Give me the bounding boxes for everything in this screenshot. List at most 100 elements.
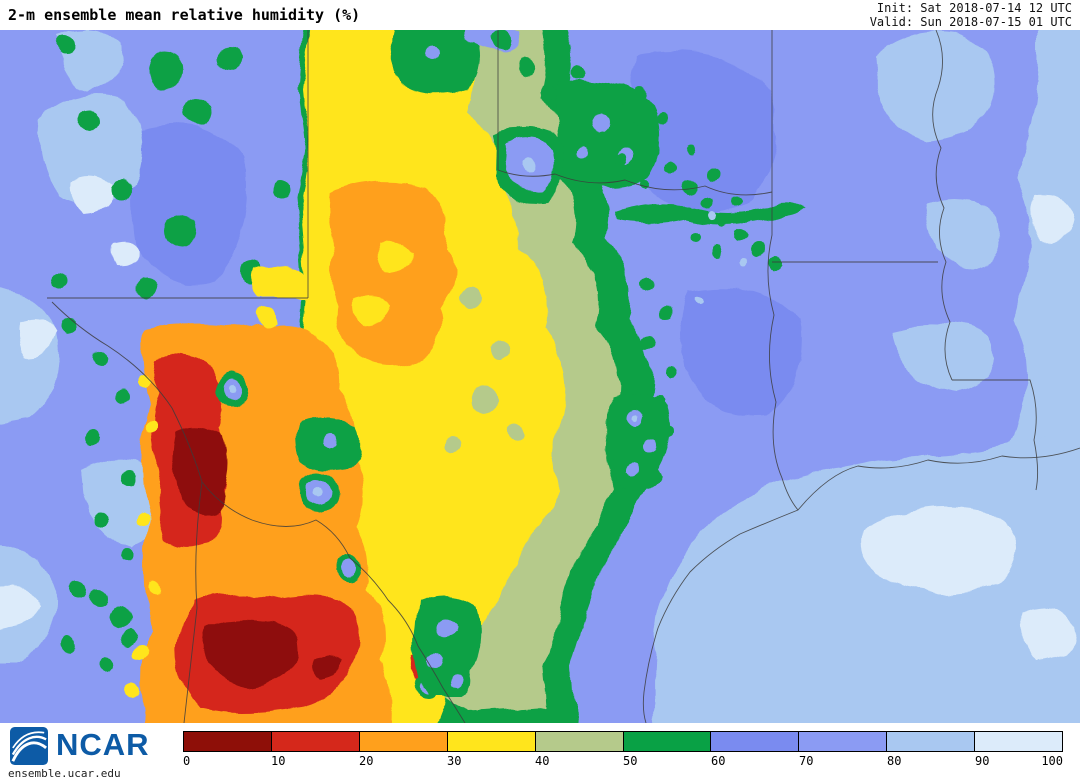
- map-borders: [47, 30, 1080, 723]
- rh-region: [131, 279, 153, 301]
- rh-region: [696, 296, 704, 304]
- rh-region: [147, 52, 183, 88]
- rh-region: [751, 243, 765, 257]
- rh-region: [147, 582, 159, 594]
- rh-region: [96, 510, 112, 526]
- rh-region: [444, 434, 460, 450]
- ncar-logo-icon: [10, 727, 48, 765]
- rh-region: [864, 507, 1018, 593]
- rh-region: [653, 424, 1080, 723]
- rh-region: [0, 586, 38, 630]
- colorbar-segment-50-60: [622, 732, 711, 751]
- rh-region: [589, 113, 607, 131]
- colorbar-segment-30-40: [446, 732, 535, 751]
- rh-region: [1021, 609, 1075, 658]
- rh-region: [490, 30, 510, 50]
- footer-bar: NCAR ensemble.ucar.edu 0 10 20 30 40 50 60 70 80…: [0, 723, 1080, 781]
- rh-region: [458, 288, 482, 312]
- rh-region: [108, 608, 128, 628]
- rh-region: [86, 429, 104, 447]
- rh-region: [640, 180, 650, 190]
- rh-region: [645, 141, 659, 155]
- rh-region: [415, 597, 480, 696]
- colorbar-segment-70-80: [798, 732, 887, 751]
- rh-region: [166, 214, 198, 246]
- border-mississippi-river: [932, 30, 953, 381]
- rh-region: [255, 308, 275, 328]
- rh-region: [62, 634, 78, 650]
- rh-region: [623, 465, 637, 479]
- rh-region: [121, 471, 135, 485]
- rh-region: [523, 158, 537, 172]
- rh-region: [452, 676, 464, 688]
- humidity-map: [0, 30, 1080, 723]
- colorbar-segment-20-30: [358, 732, 447, 751]
- colorbar-tick-90: 90: [975, 754, 990, 768]
- rh-region: [437, 619, 455, 637]
- colorbar-ticks: 0 10 20 30 40 50 60 70 80 90 100: [183, 752, 1063, 768]
- rh-region: [131, 124, 247, 284]
- colorbar-tick-10: 10: [271, 754, 286, 768]
- colorbar-tick-0: 0: [183, 754, 191, 768]
- rh-region: [628, 124, 640, 136]
- colorbar-segment-90-100: [974, 732, 1063, 751]
- rh-region: [229, 383, 237, 391]
- rh-region: [707, 210, 717, 220]
- border-mexico-state: [183, 481, 203, 723]
- rh-region: [706, 169, 718, 181]
- rh-region: [577, 146, 589, 158]
- rh-region: [71, 175, 115, 215]
- rh-region: [571, 65, 585, 79]
- rh-region: [632, 51, 777, 213]
- colorbar-tick-50: 50: [623, 754, 638, 768]
- border-la-ms-south: [952, 379, 1039, 491]
- rh-region: [391, 30, 479, 94]
- rh-region: [55, 30, 121, 92]
- rh-region: [1031, 194, 1075, 246]
- border-east-and-sabine: [767, 30, 799, 511]
- rh-region: [734, 230, 746, 242]
- rh-region: [631, 415, 637, 421]
- rh-region: [709, 246, 721, 258]
- rh-region: [136, 645, 150, 659]
- rh-region: [272, 269, 298, 295]
- rh-region: [82, 110, 102, 130]
- rh-region: [110, 240, 138, 265]
- rh-region: [321, 435, 335, 449]
- rh-region: [490, 340, 510, 360]
- rh-region: [201, 617, 300, 686]
- rh-region: [220, 48, 244, 72]
- rh-region: [111, 391, 125, 405]
- rh-region: [925, 200, 1002, 268]
- border-red-river: [497, 169, 773, 196]
- rh-region: [313, 487, 323, 497]
- rh-region: [607, 102, 623, 118]
- rh-region: [16, 318, 58, 356]
- border-rio-grande: [51, 301, 466, 723]
- page-title: 2-m ensemble mean relative humidity (%): [8, 6, 361, 24]
- rh-region: [112, 180, 132, 200]
- rh-region: [664, 366, 676, 378]
- rh-region: [741, 258, 749, 266]
- colorbar-tick-60: 60: [711, 754, 726, 768]
- rh-region: [730, 195, 740, 205]
- rh-region: [469, 389, 495, 415]
- rh-region: [893, 324, 994, 392]
- run-times: Init: Sat 2018-07-14 12 UTC Valid: Sun 2…: [870, 1, 1072, 29]
- rh-region: [117, 551, 131, 565]
- rh-region: [101, 658, 115, 672]
- rh-region: [872, 30, 996, 143]
- colorbar-segment-60-70: [710, 732, 799, 751]
- humidity-blobs: [0, 30, 1080, 723]
- rh-region: [680, 177, 696, 193]
- colorbar-swatches: [183, 731, 1063, 752]
- colorbar-segment-80-90: [886, 732, 975, 751]
- init-time: Init: Sat 2018-07-14 12 UTC: [876, 1, 1072, 15]
- rh-region: [685, 145, 695, 155]
- rh-region: [540, 84, 556, 100]
- rh-region: [40, 95, 143, 203]
- colorbar-segment-0-10: [184, 732, 271, 751]
- colorbar-tick-80: 80: [887, 754, 902, 768]
- site-url: ensemble.ucar.edu: [8, 767, 121, 780]
